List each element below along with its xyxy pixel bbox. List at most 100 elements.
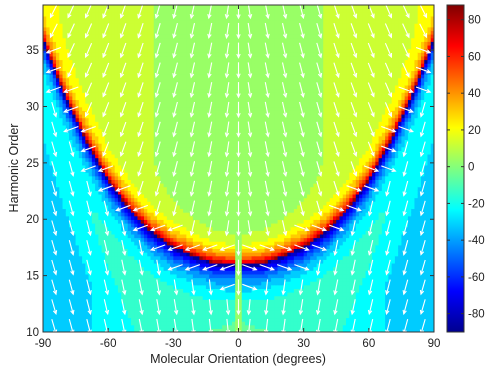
heatmap-cell [121,299,126,304]
heatmap-cell [69,30,73,35]
heatmap-cell [65,324,70,329]
heatmap-cell [192,70,197,75]
heatmap-cell [49,223,54,228]
heatmap-cell [202,128,207,133]
heatmap-cell [62,292,67,297]
heatmap-cell [108,183,113,188]
heatmap-cell [163,26,168,32]
heatmap-cell [140,30,145,35]
heatmap-cell [160,321,165,326]
heatmap-cell [75,15,80,21]
heatmap-cell [52,121,57,126]
heatmap-cell [137,212,142,217]
heatmap-cell [75,324,80,329]
heatmap-cell [147,219,152,224]
heatmap-cell [166,241,171,246]
heatmap-cell [91,233,96,239]
heatmap-cell [52,99,57,104]
heatmap-cell [179,313,184,319]
heatmap-cell [114,252,119,257]
heatmap-cell [153,66,158,71]
heatmap-cell [183,139,187,144]
heatmap-cell [59,321,64,326]
heatmap-cell [202,23,207,28]
heatmap-cell [95,41,99,46]
heatmap-cell [170,88,174,93]
heatmap-cell [69,117,73,122]
heatmap-cell [192,193,197,199]
heatmap-cell [69,157,73,162]
heatmap-cell [56,324,60,329]
heatmap-cell [98,284,103,289]
heatmap-cell [95,230,99,235]
heatmap-cell [98,252,103,257]
heatmap-cell [108,84,113,90]
heatmap-cell [46,175,51,180]
heatmap-cell [98,302,103,308]
heatmap-cell [202,114,207,119]
heatmap-cell [189,5,194,10]
heatmap-cell [56,208,60,213]
heatmap-cell [43,117,47,122]
heatmap-cell [137,292,142,297]
heatmap-cell [189,233,194,239]
heatmap-cell [59,186,64,191]
heatmap-cell [144,139,148,144]
heatmap-cell [104,34,109,39]
heatmap-cell [183,226,187,231]
heatmap-cell [199,288,204,293]
heatmap-cell [49,186,54,191]
heatmap-cell [176,74,181,79]
heatmap-cell [189,295,194,300]
heatmap-cell [56,295,60,300]
heatmap-cell [56,34,60,39]
heatmap-cell [196,66,200,71]
heatmap-cell [88,121,93,126]
heatmap-cell [117,190,122,195]
heatmap-cell [59,230,64,235]
heatmap-cell [179,259,184,264]
heatmap-cell [134,121,139,126]
heatmap-cell [130,215,135,220]
heatmap-cell [101,183,106,188]
heatmap-cell [49,106,54,111]
heatmap-cell [170,197,174,202]
heatmap-cell [196,306,200,311]
heatmap-cell [49,252,54,257]
heatmap-cell [179,302,184,308]
heatmap-cell [179,190,184,195]
heatmap-cell [62,299,67,304]
heatmap-cell [59,288,64,293]
heatmap-cell [88,84,93,90]
heatmap-cell [196,321,200,326]
heatmap-cell [75,204,80,210]
heatmap-cell [192,19,197,24]
heatmap-cell [166,186,171,191]
heatmap-cell [78,186,83,191]
heatmap-cell [137,19,142,24]
heatmap-cell [163,190,168,195]
heatmap-cell [49,74,54,79]
heatmap-cell [82,164,86,170]
heatmap-cell [56,168,60,173]
heatmap-cell [56,139,60,144]
heatmap-cell [108,313,113,319]
heatmap-cell [65,153,70,159]
heatmap-cell [56,179,60,184]
heatmap-cell [69,248,73,253]
heatmap-cell [212,146,217,151]
heatmap-cell [186,204,191,210]
heatmap-cell [82,281,86,286]
heatmap-cell [189,30,194,35]
heatmap-cell [108,52,113,57]
heatmap-cell [153,81,158,86]
heatmap-cell [186,252,191,257]
heatmap-cell [150,201,155,206]
heatmap-cell [62,146,67,151]
heatmap-cell [124,63,129,68]
heatmap-cell [69,313,73,319]
heatmap-cell [56,92,60,97]
heatmap-cell [85,99,90,104]
heatmap-cell [189,63,194,68]
heatmap-cell [163,281,168,286]
